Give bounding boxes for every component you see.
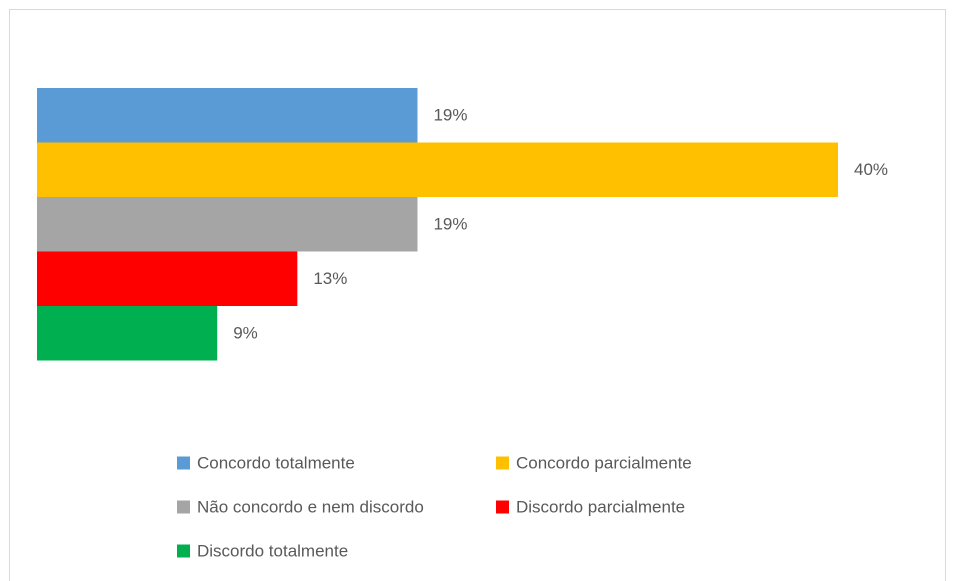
data-label: 19% xyxy=(433,106,467,125)
data-label: 19% xyxy=(433,215,467,234)
data-label: 9% xyxy=(233,324,258,343)
bar xyxy=(37,88,418,143)
bar xyxy=(37,197,418,252)
data-label: 40% xyxy=(854,160,888,179)
legend-label: Concordo parcialmente xyxy=(516,453,692,472)
data-label: 13% xyxy=(313,269,347,288)
legend-label: Discordo parcialmente xyxy=(516,497,685,516)
legend-label: Não concordo e nem discordo xyxy=(197,497,424,516)
legend-swatch xyxy=(496,500,509,514)
bar xyxy=(37,306,218,361)
bar xyxy=(37,251,298,306)
legend-swatch xyxy=(177,500,190,514)
legend-label: Concordo totalmente xyxy=(197,453,355,472)
legend-label: Discordo totalmente xyxy=(197,541,348,560)
legend-swatch xyxy=(177,456,190,470)
legend-swatch xyxy=(496,456,509,470)
bar xyxy=(37,142,838,197)
legend-swatch xyxy=(177,544,190,558)
